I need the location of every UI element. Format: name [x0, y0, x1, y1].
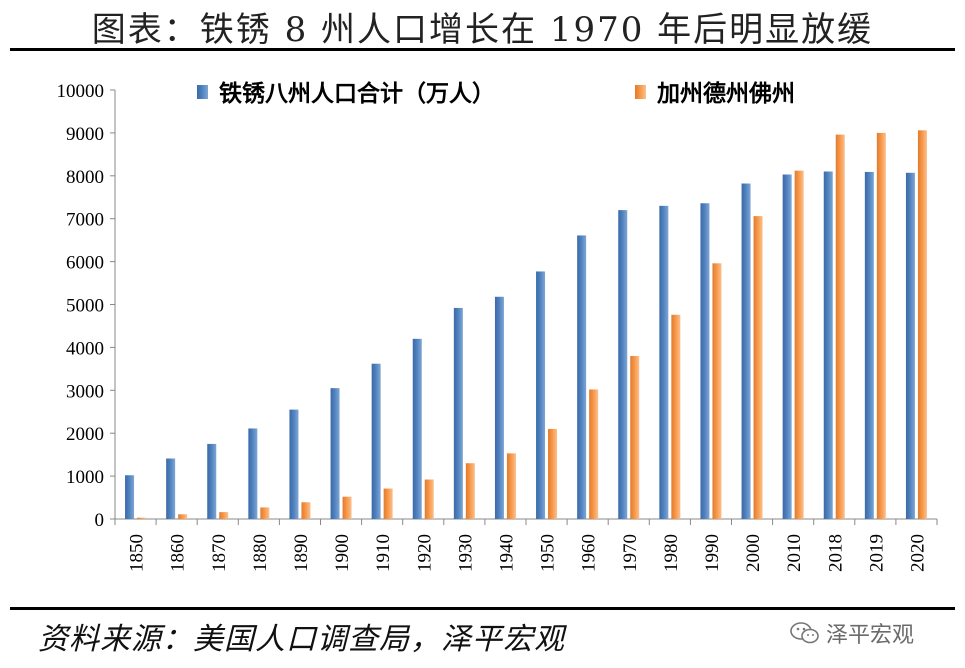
- bar-sunbelt: [630, 355, 640, 519]
- bar-rust-belt: [536, 271, 546, 519]
- bar-sunbelt: [465, 463, 475, 519]
- bar-sunbelt: [178, 514, 188, 519]
- bar-sunbelt: [876, 132, 886, 519]
- bar-sunbelt: [835, 134, 845, 519]
- bar-rust-belt: [453, 307, 463, 519]
- legend-rust-belt-label: 铁锈八州人口合计（万人）: [219, 80, 495, 107]
- x-tick-label: 2019: [866, 534, 887, 572]
- bar-rust-belt: [166, 458, 176, 519]
- bar-rust-belt: [207, 443, 217, 519]
- y-tick-label: 3000: [66, 381, 104, 402]
- bar-sunbelt: [917, 130, 927, 520]
- x-tick-label: 1860: [168, 534, 189, 572]
- bar-sunbelt: [671, 314, 681, 519]
- bar-sunbelt: [753, 216, 763, 519]
- bar-sunbelt: [137, 517, 147, 519]
- watermark: 泽平宏观: [790, 617, 914, 649]
- x-tick-label: 2020: [907, 534, 928, 572]
- bar-rust-belt: [618, 210, 628, 519]
- bar-rust-belt: [823, 171, 833, 519]
- source-note: 资料来源：美国人口调查局，泽平宏观: [38, 622, 565, 657]
- x-tick-label: 2018: [825, 534, 846, 572]
- bar-sunbelt: [548, 428, 558, 519]
- x-tick-label: 1870: [209, 534, 230, 572]
- bar-rust-belt: [289, 409, 299, 519]
- y-tick-label: 4000: [66, 338, 104, 359]
- bar-sunbelt: [712, 263, 722, 519]
- x-tick-label: 1930: [455, 534, 476, 572]
- x-tick-label: 1910: [373, 534, 394, 572]
- y-tick-label: 1000: [66, 467, 104, 488]
- bar-rust-belt: [659, 205, 669, 519]
- x-tick-label: 1890: [291, 534, 312, 572]
- x-tick-label: 1980: [661, 534, 682, 572]
- bar-rust-belt: [782, 174, 792, 519]
- bar-rust-belt: [371, 363, 381, 519]
- y-tick-label: 10000: [57, 81, 105, 102]
- bar-rust-belt: [577, 235, 587, 519]
- bar-sunbelt: [424, 479, 434, 519]
- legend-sunbelt-label: 加州德州佛州: [656, 80, 795, 107]
- bar-rust-belt: [330, 388, 340, 519]
- bar-sunbelt: [260, 507, 270, 519]
- bar-rust-belt: [741, 183, 751, 519]
- y-tick-label: 2000: [66, 424, 104, 445]
- y-tick-label: 0: [95, 510, 105, 531]
- legend-sunbelt-swatch: [635, 85, 646, 99]
- bar-rust-belt: [864, 171, 874, 519]
- y-tick-label: 7000: [66, 210, 104, 231]
- bar-sunbelt: [794, 170, 804, 520]
- y-tick-label: 5000: [66, 296, 104, 317]
- bar-rust-belt: [700, 203, 710, 520]
- y-tick-label: 6000: [66, 253, 104, 274]
- x-tick-label: 1850: [127, 534, 148, 572]
- bar-chart: 0 1000 2000 3000 4000 5000 6000 7000 8000 9000 100…: [57, 80, 938, 572]
- bottom-rule: [10, 607, 955, 610]
- x-tick-label: 1920: [414, 534, 435, 572]
- x-tick-label: 2000: [743, 534, 764, 572]
- x-tick-label: 1950: [538, 534, 559, 572]
- bar-sunbelt: [219, 512, 229, 519]
- y-tick-label: 9000: [66, 124, 104, 145]
- x-tick-label: 1880: [250, 534, 271, 572]
- bar-sunbelt: [506, 453, 516, 519]
- bar-rust-belt: [412, 338, 422, 519]
- bar-sunbelt: [589, 389, 599, 519]
- x-tick-label: 1900: [332, 534, 353, 572]
- top-rule: [10, 48, 955, 51]
- x-tick-label: 1960: [579, 534, 600, 572]
- bar-rust-belt: [905, 172, 915, 519]
- chart-title: 图表：铁锈 8 州人口增长在 1970 年后明显放缓: [91, 10, 874, 50]
- watermark-text: 泽平宏观: [826, 623, 915, 648]
- bar-sunbelt: [383, 488, 393, 519]
- bar-sunbelt: [301, 502, 311, 519]
- bar-sunbelt: [342, 496, 352, 519]
- legend-rust-belt-swatch: [197, 85, 208, 99]
- x-tick-label: 1970: [620, 534, 641, 572]
- y-tick-label: 8000: [66, 167, 104, 188]
- bar-rust-belt: [494, 296, 504, 519]
- x-tick-label: 2010: [784, 534, 805, 572]
- x-tick-label: 1940: [496, 534, 517, 572]
- bar-rust-belt: [248, 428, 258, 519]
- x-tick-label: 1990: [702, 534, 723, 572]
- bar-rust-belt: [125, 475, 135, 519]
- wechat-icon: [790, 622, 819, 644]
